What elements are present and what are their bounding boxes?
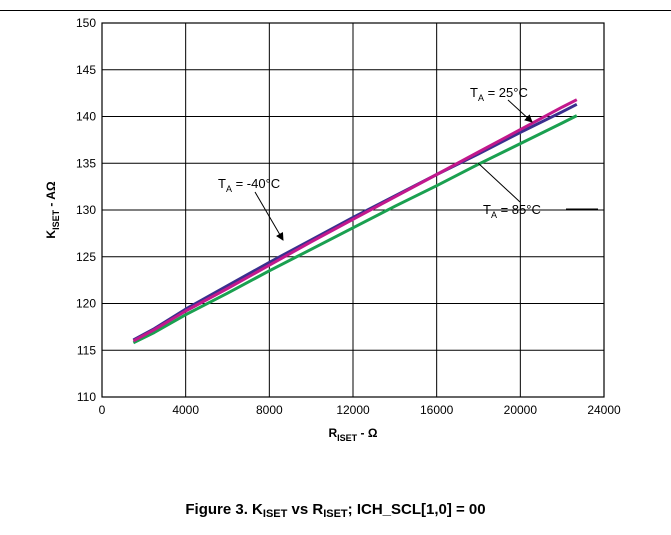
x-axis-label: RISET - Ω [329, 426, 378, 443]
y-tick-label: 140 [76, 110, 96, 124]
series-group [132, 98, 578, 345]
x-tick-label: 4000 [172, 403, 199, 417]
chart: 110 115 120 125 130 135 140 145 150 0 4000 8000 120… [44, 16, 621, 443]
annotation-25c: TA = 25°C [470, 85, 528, 103]
y-tick-labels: 110 115 120 125 130 135 140 145 150 [76, 16, 96, 404]
figure-caption: Figure 3. KISET vs RISET; ICH_SCL[1,0] =… [185, 501, 486, 520]
series-line-minus40c [132, 102, 578, 342]
x-tick-label: 20000 [504, 403, 538, 417]
y-tick-label: 150 [76, 16, 96, 30]
x-tick-label: 12000 [336, 403, 370, 417]
y-axis-label: KISET - AΩ [44, 181, 61, 239]
series-line-25c [132, 98, 578, 343]
series-line-85c [132, 114, 578, 345]
y-tick-label: 110 [77, 390, 96, 404]
plot-frame [101, 22, 605, 398]
y-tick-label: 135 [76, 156, 96, 170]
x-tick-label: 8000 [256, 403, 283, 417]
annotation-leader-85c [477, 162, 521, 203]
annotation-85c: TA = 85°C [483, 202, 541, 220]
annotation-arrow-minus40c [254, 191, 284, 241]
y-tick-label: 115 [77, 343, 96, 357]
x-tick-labels: 0 4000 8000 12000 16000 20000 24000 [99, 403, 621, 417]
x-tick-label: 0 [99, 403, 106, 417]
x-tick-label: 16000 [420, 403, 454, 417]
grid [102, 23, 604, 397]
y-tick-label: 125 [76, 250, 96, 264]
annotations: TA = 25°C TA = -40°C TA = 85°C [218, 85, 598, 241]
annotation-arrow-25c [507, 99, 533, 123]
annotation-minus40c: TA = -40°C [218, 176, 280, 194]
y-tick-label: 145 [76, 63, 96, 77]
top-rule [0, 10, 671, 11]
y-tick-label: 130 [76, 203, 96, 217]
y-tick-label: 120 [76, 297, 96, 311]
x-tick-label: 24000 [587, 403, 621, 417]
